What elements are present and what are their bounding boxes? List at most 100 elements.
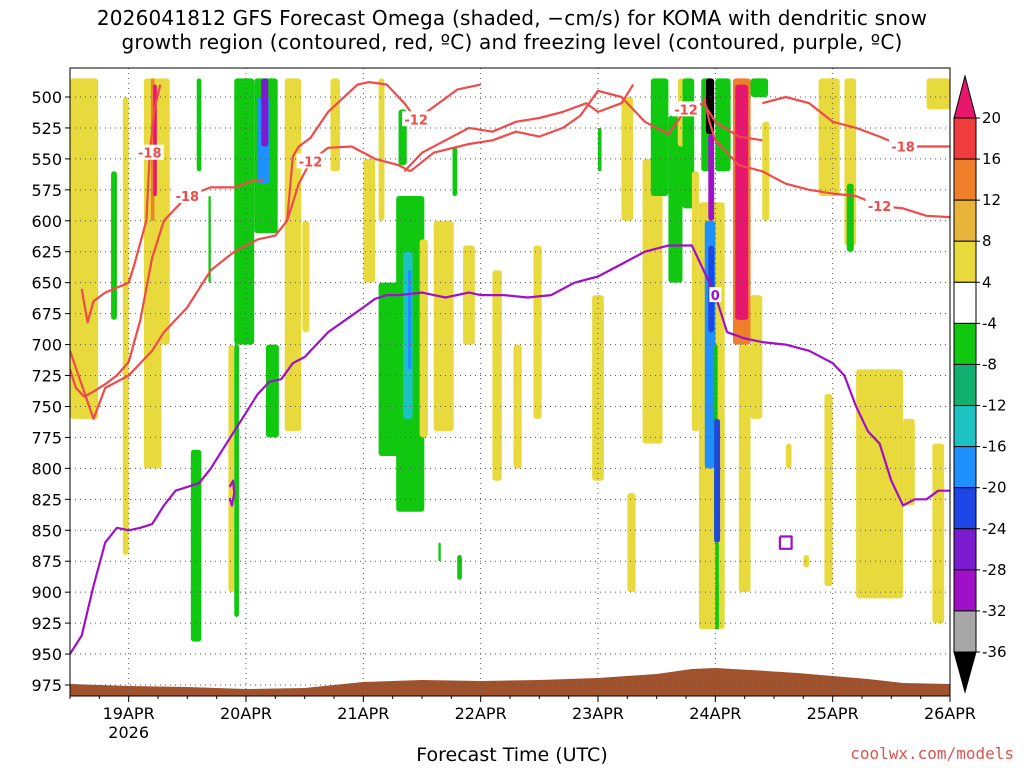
colorbar-segment bbox=[953, 158, 977, 201]
colorbar-tick-label: -24 bbox=[982, 520, 1007, 538]
colorbar-bottom-triangle bbox=[953, 651, 977, 694]
chart-title-line2: growth region (contoured, red, ºC) and f… bbox=[121, 30, 903, 54]
y-tick-label: 950 bbox=[31, 645, 62, 664]
dgz-contour-label-bg bbox=[173, 188, 202, 204]
freezing-level-contour-label: 0 bbox=[711, 289, 720, 304]
colorbar-top-triangle bbox=[953, 74, 977, 119]
freezing-level-contour bbox=[228, 479, 236, 507]
omega-cell bbox=[932, 443, 945, 624]
colorbar-tick-label: 4 bbox=[982, 273, 992, 291]
y-tick-label: 600 bbox=[31, 212, 62, 231]
omega-cell bbox=[715, 78, 731, 172]
dgz-contour-label: -18 bbox=[138, 147, 162, 162]
omega-cell bbox=[785, 443, 792, 469]
colorbar-tick-label: -28 bbox=[982, 561, 1007, 579]
omega-cell bbox=[70, 78, 99, 419]
dgz-contour bbox=[702, 96, 950, 219]
y-tick-label: 850 bbox=[31, 521, 62, 540]
dgz-contour-label: -12 bbox=[674, 103, 698, 118]
colorbar-segment bbox=[953, 528, 977, 571]
omega-cell bbox=[457, 555, 462, 580]
omega-cell bbox=[750, 78, 769, 97]
y-tick-label: 575 bbox=[31, 181, 62, 200]
colorbar-tick-label: -8 bbox=[982, 355, 997, 373]
omega-cell bbox=[228, 344, 235, 593]
dgz-contour-label-bg bbox=[135, 144, 164, 160]
colorbar: 20 16 12 8 4 -4 -8 -12 -16 -20 -24 -28 -32 -36 bbox=[953, 74, 1007, 694]
colorbar-segment bbox=[953, 281, 977, 324]
omega-cell bbox=[122, 97, 129, 556]
colorbar-segment bbox=[953, 117, 977, 160]
colorbar-tick-label: 12 bbox=[982, 191, 1001, 209]
colorbar-segment bbox=[953, 240, 977, 283]
colorbar-tick-label: -12 bbox=[982, 397, 1007, 415]
omega-cell bbox=[708, 134, 715, 221]
x-tick-label: 19APR bbox=[103, 704, 155, 723]
omega-cell bbox=[302, 220, 310, 333]
omega-cell bbox=[642, 158, 663, 444]
y-tick-label: 675 bbox=[31, 305, 62, 324]
x-tick-label: 24APR bbox=[689, 704, 741, 723]
colorbar-segment bbox=[953, 487, 977, 530]
omega-cell bbox=[196, 78, 202, 172]
dgz-contour-label-bg bbox=[889, 138, 918, 154]
dgz-contour-label-bg bbox=[402, 111, 431, 127]
omega-cell bbox=[846, 183, 854, 252]
y-tick-label: 875 bbox=[31, 552, 62, 571]
plot-background bbox=[70, 68, 950, 696]
x-tick-label: 22APR bbox=[455, 704, 507, 723]
omega-cell bbox=[265, 344, 279, 438]
x-tick-label: 21APR bbox=[337, 704, 389, 723]
omega-cell bbox=[158, 78, 170, 345]
x-axis-label: Forecast Time (UTC) bbox=[416, 744, 608, 766]
x-tick-label: 23APR bbox=[572, 704, 624, 723]
colorbar-tick-label: -16 bbox=[982, 438, 1007, 456]
dgz-contour bbox=[403, 84, 635, 173]
colorbar-tick-label: -20 bbox=[982, 479, 1007, 497]
contour-lines bbox=[70, 81, 950, 655]
contour-labels: -18 -18 -12 -12 -12 -18 -12 0 bbox=[135, 101, 918, 304]
colorbar-segment bbox=[953, 610, 977, 653]
colorbar-segment bbox=[953, 199, 977, 242]
dgz-contour-label: -12 bbox=[404, 113, 428, 128]
omega-cell bbox=[750, 295, 763, 419]
y-tick-label: 550 bbox=[31, 150, 62, 169]
omega-cell bbox=[621, 97, 634, 221]
colorbar-segment bbox=[953, 569, 977, 612]
omega-cell bbox=[492, 270, 502, 481]
colorbar-segment bbox=[953, 446, 977, 489]
y-tick-label: 725 bbox=[31, 367, 62, 386]
omega-cell bbox=[903, 418, 915, 506]
colorbar-tick-label: -36 bbox=[982, 643, 1007, 661]
omega-cell bbox=[261, 78, 269, 147]
omega-cell bbox=[438, 542, 441, 562]
omega-cell bbox=[691, 171, 699, 432]
omega-cell bbox=[592, 295, 604, 481]
y-tick-label: 800 bbox=[31, 459, 62, 478]
omega-cell bbox=[738, 344, 751, 593]
y-axis: 500 525 550 575 600 625 650 675 700 725 750 775 800 8… bbox=[31, 88, 70, 695]
y-tick-label: 650 bbox=[31, 274, 62, 293]
dgz-contour bbox=[70, 178, 264, 398]
omega-cell bbox=[419, 239, 428, 438]
dgz-contour-label-bg bbox=[865, 197, 894, 213]
dgz-contour-label: -12 bbox=[868, 200, 892, 215]
y-tick-label: 500 bbox=[31, 88, 62, 107]
omega-cell bbox=[111, 171, 117, 320]
colorbar-segment bbox=[953, 405, 977, 448]
y-tick-label: 975 bbox=[31, 676, 62, 695]
dgz-contour bbox=[762, 95, 950, 148]
chart-title: 2026041812 GFS Forecast Omega (shaded, −… bbox=[0, 6, 1024, 54]
omega-cell bbox=[803, 555, 810, 568]
omega-cell bbox=[627, 493, 636, 593]
omega-cell bbox=[926, 78, 950, 110]
x-tick-label: 26APR bbox=[924, 704, 976, 723]
omega-cell bbox=[714, 418, 721, 543]
freezing-level-contour bbox=[778, 535, 793, 550]
omega-cell bbox=[824, 394, 833, 586]
dgz-contour bbox=[286, 81, 481, 221]
dgz-contour-label: -18 bbox=[176, 190, 200, 205]
omega-cell bbox=[668, 115, 683, 283]
y-tick-label: 750 bbox=[31, 397, 62, 416]
terrain-band bbox=[70, 668, 950, 696]
